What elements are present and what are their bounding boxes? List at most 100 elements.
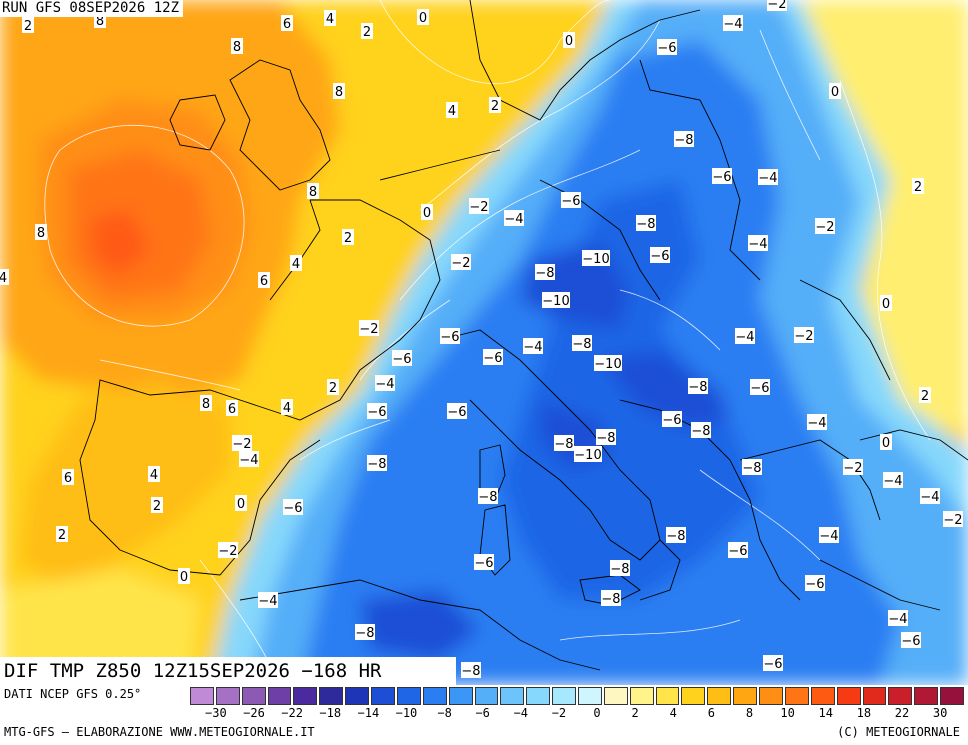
contour-label-bg [421, 204, 433, 220]
contour-label: −4 [723, 17, 742, 32]
contour-label: −8 [688, 380, 707, 395]
footer-credit: MTG-GFS — ELABORAZIONE WWW.METEOGIORNALE… [4, 725, 315, 739]
contour-label: −8 [478, 490, 497, 505]
colorbar-swatch [681, 687, 706, 705]
contour-label-bg [258, 592, 278, 608]
contour-label: −8 [691, 424, 710, 439]
colorbar-tick-label: −30 [205, 706, 227, 720]
contour-label-bg [912, 178, 924, 194]
contour-label: 0 [423, 206, 431, 221]
contour-label-bg [151, 497, 163, 513]
legend-panel: DATI NCEP GFS 0.25° −30 −26 −22 −18 −14 −10 −8… [0, 685, 968, 745]
contour-label-bg [417, 9, 429, 25]
contour-label-bg [758, 169, 778, 185]
contour-label: 8 [96, 14, 104, 29]
contour-label-bg [763, 655, 783, 671]
contour-label-bg [359, 320, 379, 336]
contour-label-bg [748, 235, 768, 251]
contour-label-bg [56, 526, 68, 542]
contour-label: −6 [561, 194, 580, 209]
colorbar-tick-label: −26 [243, 706, 265, 720]
contour-label: −8 [610, 562, 629, 577]
contour-label: −6 [392, 352, 411, 367]
contour-label: 4 [283, 401, 291, 416]
contour-label: −4 [239, 453, 258, 468]
contour-label: −4 [883, 474, 902, 489]
contour-label-bg [461, 662, 481, 678]
contour-label: −4 [807, 416, 826, 431]
contour-label-bg [342, 229, 354, 245]
contour-label: 2 [921, 389, 929, 404]
contour-label: 6 [64, 471, 72, 486]
contour-label-bg [392, 350, 412, 366]
contour-label-bg [62, 469, 74, 485]
contour-label-bg [750, 379, 770, 395]
contour-label-bg [231, 38, 243, 54]
colorbar-tick-label: −8 [437, 706, 452, 720]
contour-label: −10 [574, 448, 601, 463]
contour-label: −6 [657, 41, 676, 56]
contour-label: 4 [150, 468, 158, 483]
contour-label-bg [361, 23, 373, 39]
contour-label: −8 [461, 664, 480, 679]
contour-label: −6 [440, 330, 459, 345]
contour-label: −6 [367, 405, 386, 420]
contour-label-bg [636, 215, 656, 231]
colorbar-swatch [293, 687, 318, 705]
contour-label-bg [226, 400, 238, 416]
contour-label-bg [767, 0, 787, 11]
contour-label-bg [712, 168, 732, 184]
contour-label-bg [290, 255, 302, 271]
anomaly-field [0, 0, 968, 685]
colorbar-swatch [603, 687, 628, 705]
contour-label: −4 [748, 237, 767, 252]
contour-label: −4 [920, 490, 939, 505]
contour-label: 4 [0, 271, 7, 286]
contour-label-bg [535, 264, 555, 280]
colorbar-tick-label: −6 [475, 706, 490, 720]
colorbar-tick-label: 0 [593, 706, 601, 720]
contour-label-bg [657, 39, 677, 55]
contour-label: −6 [901, 634, 920, 649]
contour-label-bg [504, 210, 524, 226]
contour-label-bg [610, 560, 630, 576]
contour-label: −6 [662, 413, 681, 428]
contour-label-bg [829, 83, 841, 99]
contour-label: −6 [283, 501, 302, 516]
contour-label-bg [807, 414, 827, 430]
run-title: RUN GFS 08SEP2026 12Z [0, 0, 184, 17]
contour-label-bg [483, 349, 503, 365]
contour-label: −8 [535, 266, 554, 281]
contour-label-bg [819, 527, 839, 543]
contour-label-bg [178, 568, 190, 584]
contour-label-bg [200, 395, 212, 411]
colorbar-ticks: −30 −26 −22 −18 −14 −10 −8 −6 −4 −2 0 2 4 6 8 10 14 18 22 3… [190, 706, 966, 722]
contour-label: −4 [758, 171, 777, 186]
contour-label: −8 [674, 133, 693, 148]
contour-label: −2 [815, 220, 834, 235]
colorbar-swatch [707, 687, 732, 705]
colorbar-swatch [888, 687, 913, 705]
contour-label: 0 [565, 34, 573, 49]
contour-label-bg [218, 542, 238, 558]
contour-label-bg [523, 338, 543, 354]
contour-label: −8 [572, 337, 591, 352]
contour-label-bg [815, 218, 835, 234]
colorbar-swatch [836, 687, 861, 705]
colorbar-swatch [733, 687, 758, 705]
contour-label: −6 [650, 249, 669, 264]
colorbar-tick-label: 22 [894, 706, 910, 720]
contour-label: −2 [232, 437, 251, 452]
colorbar-tick-label: 2 [631, 706, 639, 720]
contour-label: 8 [335, 85, 343, 100]
contour-label-bg [283, 499, 303, 515]
colorbar-swatch [474, 687, 499, 705]
colorbar-swatch [862, 687, 887, 705]
contour-label: −6 [712, 170, 731, 185]
contour-label: 8 [202, 397, 210, 412]
contour-label-bg [888, 610, 908, 626]
contour-label-bg [0, 269, 9, 285]
contour-label-bg [35, 224, 47, 240]
contour-label-bg [367, 455, 387, 471]
colorbar-tick-label: −22 [281, 706, 303, 720]
